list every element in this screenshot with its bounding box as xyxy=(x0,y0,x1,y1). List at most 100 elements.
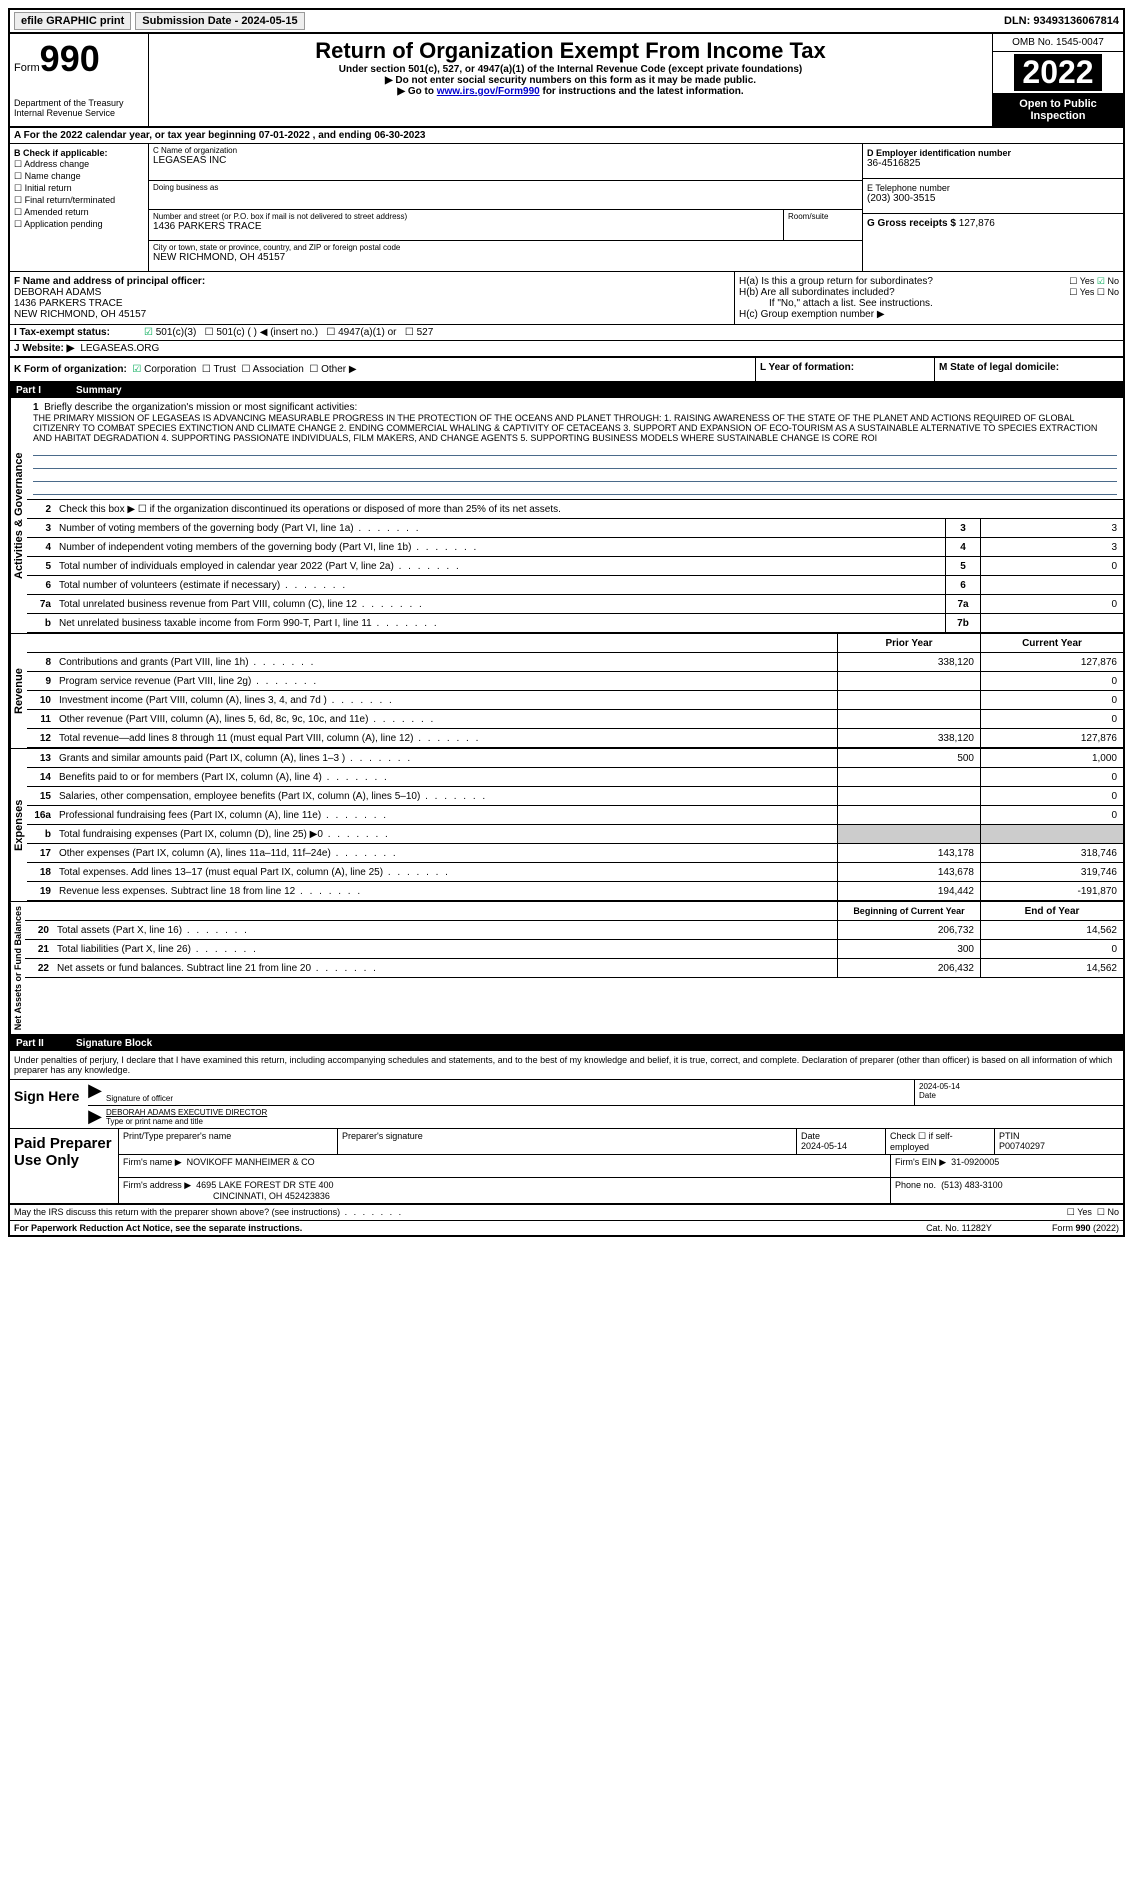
sig-date-val: 2024-05-14 xyxy=(919,1082,1119,1091)
hb-yn: Yes No xyxy=(1069,287,1119,298)
city-val: NEW RICHMOND, OH 45157 xyxy=(153,252,858,263)
line-box: 7b xyxy=(945,614,980,632)
row-fh: F Name and address of principal officer:… xyxy=(10,272,1123,325)
line-num: b xyxy=(27,618,55,629)
form-number: 990 xyxy=(40,38,100,79)
form-990: efile GRAPHIC print Submission Date - 20… xyxy=(8,8,1125,1237)
line-num: 13 xyxy=(27,753,55,764)
discuss-yes[interactable]: Yes xyxy=(1067,1207,1092,1217)
header-sub3: ▶ Go to www.irs.gov/Form990 for instruct… xyxy=(153,86,988,97)
check-4947[interactable]: 4947(a)(1) or xyxy=(326,327,396,338)
psig-label: Preparer's signature xyxy=(338,1129,797,1154)
end-year-header: End of Year xyxy=(980,902,1123,920)
mission-num: 1 xyxy=(33,402,39,413)
submission-date-button[interactable]: Submission Date - 2024-05-15 xyxy=(135,12,304,30)
firm-label: Firm's name ▶ xyxy=(123,1157,182,1167)
line-num: 16a xyxy=(27,810,55,821)
ha-row: H(a) Is this a group return for subordin… xyxy=(739,276,1119,287)
website-val: LEGASEAS.ORG xyxy=(80,343,159,354)
underline xyxy=(33,482,1117,495)
ha-yes[interactable]: Yes xyxy=(1069,276,1094,286)
check-amended-return[interactable]: Amended return xyxy=(14,207,144,218)
room-label: Room/suite xyxy=(788,212,858,221)
check-assoc[interactable]: Association xyxy=(241,364,303,375)
check-501c3[interactable]: 501(c)(3) xyxy=(144,327,196,338)
part2-label: Part II xyxy=(16,1038,76,1049)
begin-year-header: Beginning of Current Year xyxy=(837,902,980,920)
line-label: Revenue less expenses. Subtract line 18 … xyxy=(55,884,837,899)
pname-label: Print/Type preparer's name xyxy=(119,1129,338,1154)
ptin-val: P00740297 xyxy=(999,1141,1045,1151)
preparer-right: Print/Type preparer's name Preparer's si… xyxy=(118,1129,1123,1203)
current-val: 0 xyxy=(980,806,1123,824)
check-527[interactable]: 527 xyxy=(405,327,433,338)
open-public: Open to Public Inspection xyxy=(993,94,1123,126)
prior-val: 338,120 xyxy=(837,729,980,747)
pdate-cell: Date 2024-05-14 xyxy=(797,1129,886,1154)
l-label: L Year of formation: xyxy=(760,362,854,373)
line-row: 5 Total number of individuals employed i… xyxy=(27,557,1123,576)
box-room: Room/suite xyxy=(784,210,862,241)
row-a: A For the 2022 calendar year, or tax yea… xyxy=(10,128,1123,144)
penalties-text: Under penalties of perjury, I declare th… xyxy=(10,1051,1123,1080)
line-label: Check this box ▶ ☐ if the organization d… xyxy=(55,502,1123,517)
irs-link[interactable]: www.irs.gov/Form990 xyxy=(437,86,540,97)
line-row: 11 Other revenue (Part VIII, column (A),… xyxy=(27,710,1123,729)
hb-yes[interactable]: Yes xyxy=(1069,287,1094,297)
line-label: Total number of individuals employed in … xyxy=(55,559,945,574)
ha-label: H(a) Is this a group return for subordin… xyxy=(739,276,933,287)
discuss-row: May the IRS discuss this return with the… xyxy=(10,1205,1123,1221)
check-final-return[interactable]: Final return/terminated xyxy=(14,195,144,206)
ha-no[interactable]: No xyxy=(1097,276,1119,286)
rev-content: Prior Year Current Year 8 Contributions … xyxy=(27,634,1123,748)
vtext-rev: Revenue xyxy=(10,634,27,748)
sig-field[interactable]: Signature of officer xyxy=(102,1080,914,1105)
check-corp[interactable]: Corporation xyxy=(132,364,196,375)
part1-header: Part I Summary xyxy=(10,383,1123,398)
line-row: 15 Salaries, other compensation, employe… xyxy=(27,787,1123,806)
prior-val: 206,732 xyxy=(837,921,980,939)
prior-val xyxy=(837,806,980,824)
check-application-pending[interactable]: Application pending xyxy=(14,219,144,230)
check-501c[interactable]: 501(c) ( ) ◀ (insert no.) xyxy=(205,327,318,338)
line-box: 6 xyxy=(945,576,980,594)
col-deg: D Employer identification number 36-4516… xyxy=(862,144,1123,271)
hb-no[interactable]: No xyxy=(1097,287,1119,297)
efile-button[interactable]: efile GRAPHIC print xyxy=(14,12,131,30)
line-box: 3 xyxy=(945,519,980,537)
phone-cell: Phone no. (513) 483-3100 xyxy=(891,1178,1123,1203)
prep-row3: Firm's address ▶ 4695 LAKE FOREST DR STE… xyxy=(119,1178,1123,1203)
line-label: Number of independent voting members of … xyxy=(55,540,945,555)
underline xyxy=(33,469,1117,482)
mission-label-row: 1 Briefly describe the organization's mi… xyxy=(33,402,1117,413)
current-val: 319,746 xyxy=(980,863,1123,881)
line-num: 19 xyxy=(27,886,55,897)
line-row: 8 Contributions and grants (Part VIII, l… xyxy=(27,653,1123,672)
line-num: 15 xyxy=(27,791,55,802)
check-other[interactable]: Other ▶ xyxy=(309,364,356,375)
line-num: 22 xyxy=(25,963,53,974)
year-ref: 2022 xyxy=(1096,1223,1116,1233)
line-num: 4 xyxy=(27,542,55,553)
check-self-employed[interactable]: Check ☐ if self-employed xyxy=(886,1129,995,1154)
prior-val xyxy=(837,691,980,709)
discuss-no[interactable]: No xyxy=(1097,1207,1119,1217)
pdate-val: 2024-05-14 xyxy=(801,1141,847,1151)
year-box: 2022 xyxy=(993,52,1123,94)
check-name-change[interactable]: Name change xyxy=(14,171,144,182)
blank xyxy=(55,641,837,645)
line-val: 3 xyxy=(980,538,1123,556)
rev-section: Revenue Prior Year Current Year 8 Contri… xyxy=(10,633,1123,748)
street-val: 1436 PARKERS TRACE xyxy=(153,221,779,232)
check-initial-return[interactable]: Initial return xyxy=(14,183,144,194)
line-row: 16a Professional fundraising fees (Part … xyxy=(27,806,1123,825)
prior-val xyxy=(837,672,980,690)
check-address-change[interactable]: Address change xyxy=(14,159,144,170)
line-num: 21 xyxy=(25,944,53,955)
street-label: Number and street (or P.O. box if mail i… xyxy=(153,212,779,221)
part1-title: Summary xyxy=(76,385,122,396)
line-label: Number of voting members of the governin… xyxy=(55,521,945,536)
check-trust[interactable]: Trust xyxy=(202,364,236,375)
line-label: Other revenue (Part VIII, column (A), li… xyxy=(55,712,837,727)
f-label: F Name and address of principal officer: xyxy=(14,276,730,287)
